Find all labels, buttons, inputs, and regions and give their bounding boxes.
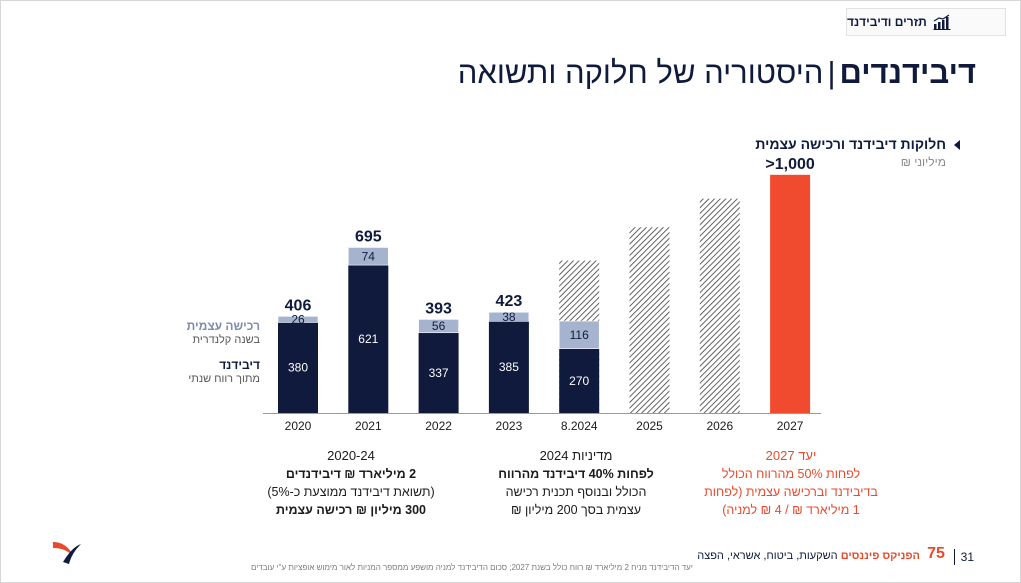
bar-buyback-8.2024 (558, 320, 600, 349)
footnote: יעד הדיבידנד מניח 2 מיליארד ₪ רווח כולל … (251, 563, 693, 572)
bullet-arrow-icon (954, 140, 960, 150)
label-total-2023: 423 (496, 293, 523, 310)
chart-header: חלוקות דיבידנד ורכישה עצמית מיליוני ₪ (755, 136, 946, 169)
blurb-policy: מדיניות 2024 לפחות 40% דיבידנד מהרווח הכ… (471, 447, 681, 519)
page-title: דיבידנדים|היסטוריה של חלוקה ותשואה (458, 55, 976, 91)
chart-unit: מיליוני ₪ (900, 155, 946, 169)
legend-buyback: רכישה עצמית בשנה קלנדרית (187, 319, 260, 346)
legend-dividend-label: דיבידנד (219, 358, 260, 372)
label-buyback-2023: 38 (502, 310, 516, 324)
title-separator: | (827, 55, 836, 90)
label-buyback-2020: 26 (291, 312, 305, 326)
bar-buyback-2020 (277, 315, 319, 323)
label-dividend-2020: 380 (288, 361, 308, 375)
blurb-target-head: יעד 2027 (765, 448, 817, 463)
tick-label-2022: 2022 (425, 419, 452, 433)
blurb-history-line2: (תשואת דיבידנד ממוצעת כ-5%) (267, 485, 435, 499)
bar-forecast-2025 (629, 227, 670, 413)
brand-tagline: השקעות, ביטוח, אשראי, הפצה (697, 550, 838, 562)
blurb-history: 2020-24 2 מיליארד ₪ דיבידנדים (תשואת דיב… (251, 447, 451, 519)
page-separator (954, 549, 955, 565)
blurb-history-line3: 300 מיליון ₪ רכישה עצמית (275, 503, 427, 517)
page-number: 31 (960, 550, 974, 564)
legend-buyback-label: רכישה עצמית (186, 319, 260, 333)
tick-label-2021: 2021 (355, 419, 382, 433)
label-total-2022: 393 (425, 300, 452, 317)
bar-dividend-8.2024 (559, 348, 600, 413)
phoenix-logo-icon (53, 542, 81, 564)
bar-buyback-2021 (347, 247, 389, 266)
page-title-bold: דיבידנדים (839, 55, 977, 90)
bar-forecast-2026 (699, 198, 740, 413)
bar-buyback-2023 (488, 311, 530, 322)
tick-label-2023: 2023 (496, 419, 523, 433)
tick-label-8.2024: 8.2024 (561, 419, 598, 433)
label-buyback-8.2024: 116 (570, 328, 589, 342)
tick-label-2025: 2025 (636, 419, 663, 433)
blurb-target: יעד 2027 לפחות 50% מהרווח הכולל בדיבידנד… (686, 447, 896, 519)
tick-label-2027: 2027 (777, 419, 804, 433)
blurb-policy-line2: הכולל ובנוסף תכנית רכישה (505, 485, 647, 499)
label-dividend-8.2024: 270 (569, 374, 589, 388)
page-title-rest: היסטוריה של חלוקה ותשואה (457, 55, 824, 90)
legend-dividend: דיבידנד מתוך רווח שנתי (188, 358, 260, 385)
blurb-target-line2: בדיבידנד וברכישה עצמית (לפחות (704, 485, 878, 499)
label-total-2027: >1,000 (765, 156, 814, 173)
bar-dividend-2023 (488, 321, 529, 413)
footer-brand: הפניקס פיננסים השקעות, ביטוח, אשראי, הפצ… (697, 550, 920, 562)
label-dividend-2023: 385 (499, 360, 519, 374)
legend-buyback-sub: בשנה קלנדרית (192, 334, 260, 346)
label-buyback-2021: 74 (362, 249, 376, 263)
blurb-target-line1: לפחות 50% מהרווח הכולל (721, 467, 861, 481)
tick-label-2020: 2020 (285, 419, 312, 433)
bar-dividend-2021 (348, 265, 389, 413)
label-dividend-2022: 337 (429, 366, 449, 380)
bar-buyback-2022 (418, 319, 459, 334)
blurb-policy-line1: לפחות 40% דיבידנד מהרווח (498, 467, 654, 481)
label-total-2020: 406 (285, 297, 312, 314)
chart-growth-icon (933, 14, 951, 30)
bar-dividend-2022 (418, 332, 459, 413)
bar-dividend-2020 (278, 322, 318, 413)
blurb-policy-head: מדיניות 2024 (539, 448, 613, 463)
section-tab[interactable]: תזרים ודיבידנד (846, 8, 1006, 36)
blurb-policy-line3: עצמית בסך 200 מיליון ₪ (510, 503, 642, 517)
label-total-2021: 695 (355, 228, 382, 245)
brand-name: הפניקס פיננסים (840, 550, 920, 562)
label-buyback-2022: 56 (432, 319, 446, 333)
bar-target-2027 (770, 174, 811, 413)
section-tab-label: תזרים ודיבידנד (847, 15, 927, 29)
chart-title: חלוקות דיבידנד ורכישה עצמית (755, 136, 946, 152)
badge-text: 75 (927, 545, 945, 562)
tick-label-2026: 2026 (706, 419, 733, 433)
blurb-history-line1: 2 מיליארד ₪ דיבידנדים (285, 467, 417, 481)
blurb-target-line3: 1 מיליארד ₪ / 4 ₪ למניה) (722, 503, 860, 517)
legend-dividend-sub: מתוך רווח שנתי (188, 373, 260, 385)
blurb-history-head: 2020-24 (327, 448, 375, 463)
label-dividend-2021: 621 (358, 332, 378, 346)
anniversary-75-logo: 75 (927, 545, 945, 562)
